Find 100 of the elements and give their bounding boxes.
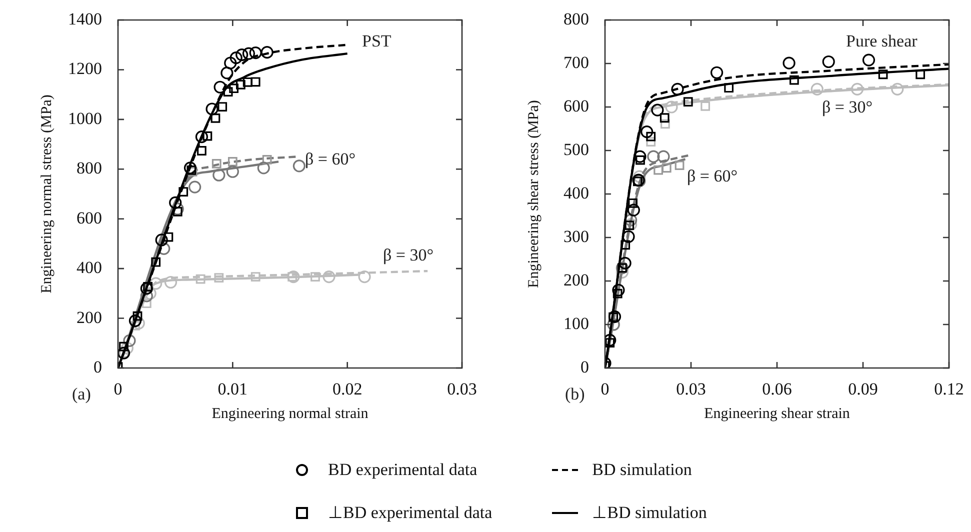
- point: [202, 131, 212, 141]
- point: [132, 311, 142, 321]
- point: [640, 125, 654, 138]
- x-tick-label: 0.12: [934, 380, 964, 399]
- y-tick-label: 400: [564, 183, 589, 202]
- point: [612, 284, 625, 296]
- point: [636, 155, 645, 165]
- point: [662, 163, 672, 173]
- point: [212, 168, 226, 182]
- point: [164, 276, 178, 289]
- y-axis-title: Engineering shear stress (MPa): [526, 100, 542, 288]
- point: [249, 46, 262, 60]
- point: [169, 196, 182, 209]
- y-tick-label: 1400: [68, 9, 102, 28]
- y-tick-label: 200: [564, 270, 589, 290]
- y-tick-label: 800: [76, 158, 102, 178]
- point: [724, 83, 734, 93]
- annotation: β = 30°: [383, 245, 434, 264]
- annotation: Pure shear: [846, 31, 918, 50]
- point: [212, 158, 222, 168]
- x-axis-title: Engineering shear strain: [704, 406, 850, 422]
- y-axis-title: Engineering normal stress (MPa): [38, 94, 55, 294]
- annotation: β = 60°: [305, 149, 356, 168]
- point: [257, 162, 270, 174]
- point: [178, 187, 188, 196]
- point: [250, 77, 260, 87]
- point: [358, 270, 371, 284]
- point: [172, 206, 182, 216]
- point: [810, 82, 824, 96]
- x-tick-label: 0.01: [218, 380, 248, 399]
- point: [878, 70, 888, 80]
- point: [195, 130, 208, 144]
- point: [155, 234, 168, 246]
- point: [790, 75, 799, 85]
- point: [627, 204, 640, 216]
- x-axis-title: Engineering normal strain: [212, 406, 369, 422]
- point: [151, 257, 161, 267]
- point: [651, 104, 664, 116]
- x-tick-label: 0: [600, 380, 610, 399]
- point: [242, 77, 252, 87]
- point: [123, 334, 136, 347]
- point: [242, 47, 256, 60]
- point: [128, 314, 142, 328]
- point: [310, 272, 320, 282]
- point: [228, 156, 238, 166]
- point: [188, 180, 202, 194]
- x-tick-label: 0.02: [332, 380, 362, 399]
- y-tick-label: 100: [564, 314, 589, 333]
- x-tick-label: 0: [114, 380, 122, 399]
- point: [671, 82, 684, 96]
- point: [634, 150, 646, 163]
- point: [916, 70, 926, 80]
- point: [140, 282, 153, 295]
- point: [140, 290, 153, 302]
- point: [710, 66, 724, 79]
- point: [660, 119, 670, 129]
- point: [229, 84, 239, 94]
- point: [618, 256, 632, 270]
- y-tick-label: 600: [564, 96, 589, 116]
- point: [206, 102, 218, 116]
- point: [230, 51, 242, 64]
- point: [657, 150, 670, 163]
- point: [647, 150, 660, 163]
- point: [224, 56, 237, 70]
- legend-label: BD simulation: [592, 460, 692, 480]
- point: [674, 160, 684, 170]
- point: [660, 113, 670, 123]
- point: [624, 218, 638, 231]
- point: [184, 162, 197, 174]
- y-tick-label: 200: [76, 308, 102, 327]
- point: [196, 274, 206, 284]
- point: [891, 82, 904, 96]
- y-tick-label: 300: [564, 226, 589, 246]
- point: [646, 137, 656, 146]
- point: [646, 132, 656, 142]
- point: [605, 334, 616, 346]
- point: [197, 146, 206, 156]
- point: [850, 82, 864, 96]
- legend-label: BD experimental data: [328, 460, 478, 480]
- point: [628, 198, 638, 208]
- point: [700, 101, 710, 111]
- point: [220, 66, 234, 80]
- y-tick-label: 500: [564, 140, 589, 159]
- x-tick-label: 0.09: [848, 380, 878, 399]
- point: [292, 160, 306, 172]
- point: [620, 240, 630, 250]
- legend-label: ⊥BD experimental data: [328, 502, 492, 523]
- point: [218, 102, 228, 112]
- point: [260, 46, 274, 59]
- point: [862, 54, 876, 66]
- point: [683, 97, 693, 106]
- y-tick-label: 600: [76, 208, 102, 228]
- text: (a): [72, 384, 91, 404]
- y-tick-label: 0: [580, 357, 589, 376]
- point: [236, 48, 248, 62]
- y-tick-label: 1000: [68, 108, 102, 128]
- point: [622, 230, 635, 243]
- point: [150, 277, 162, 290]
- point: [287, 270, 300, 284]
- x-tick-label: 0.03: [447, 380, 477, 399]
